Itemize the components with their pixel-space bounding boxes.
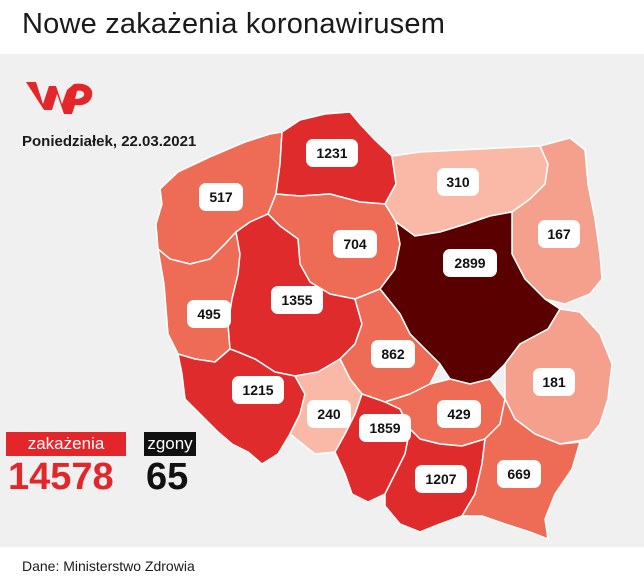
region-label-slaskie: 1859 (359, 414, 411, 442)
region-label-zachodniopomorskie: 517 (199, 183, 243, 211)
map-panel: Poniedziałek, 22.03.2021 517 1231 310 16… (0, 54, 644, 547)
data-source: Dane: Ministerstwo Zdrowia (22, 558, 195, 574)
region-label-malopolskie: 1207 (415, 465, 467, 493)
region-label-wielkopolskie: 1355 (271, 286, 323, 314)
region-label-pomorskie: 1231 (306, 139, 358, 167)
region-label-kujawsko-pomorskie: 704 (333, 230, 377, 258)
header: Nowe zakażenia koronawirusem (0, 0, 644, 54)
deaths-label: zgony (144, 432, 196, 456)
page-title: Nowe zakażenia koronawirusem (22, 8, 446, 40)
region-label-warminsko-mazurskie: 310 (437, 168, 479, 196)
region-label-lubuskie: 495 (187, 300, 231, 328)
poland-map (155, 111, 613, 540)
report-date: Poniedziałek, 22.03.2021 (22, 133, 197, 150)
deaths-value: 65 (146, 456, 189, 498)
infections-value: 14578 (8, 456, 114, 498)
region-label-podlaskie: 167 (538, 220, 580, 248)
region-label-lubelskie: 181 (533, 368, 575, 396)
region-label-opolskie: 240 (307, 400, 351, 428)
region-label-swietokrzyskie: 429 (437, 400, 481, 428)
region-label-lodzkie: 862 (371, 340, 415, 368)
wp-logo (26, 82, 93, 114)
infections-label: zakażenia (6, 432, 126, 456)
region-label-dolnoslaskie: 1215 (232, 376, 284, 404)
region-label-podkarpackie: 669 (497, 460, 541, 488)
region-label-mazowieckie: 2899 (443, 249, 497, 277)
